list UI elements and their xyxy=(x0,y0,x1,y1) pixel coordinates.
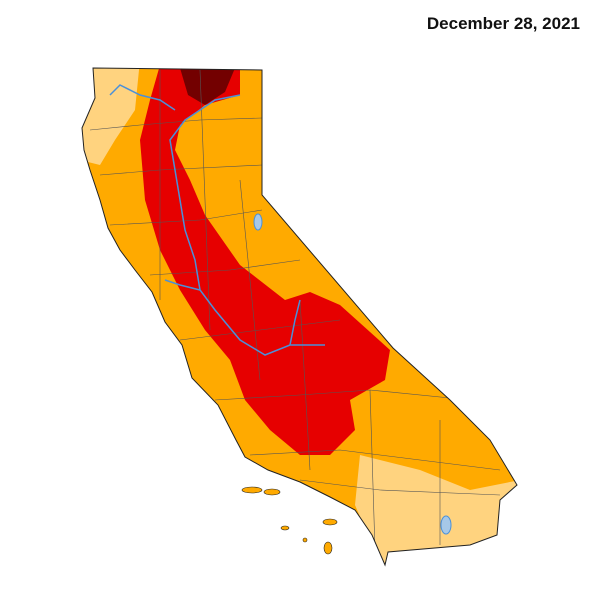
moderate-drought-north xyxy=(82,68,140,165)
county-lines xyxy=(89,69,501,551)
map-date: December 28, 2021 xyxy=(426,14,580,33)
exceptional-drought xyxy=(180,68,235,105)
rivers xyxy=(109,84,325,356)
lake-tahoe xyxy=(253,213,263,231)
extreme-drought xyxy=(140,68,390,455)
state-outline xyxy=(81,67,518,567)
salton-sea xyxy=(440,515,452,535)
channel-islands xyxy=(241,486,338,555)
